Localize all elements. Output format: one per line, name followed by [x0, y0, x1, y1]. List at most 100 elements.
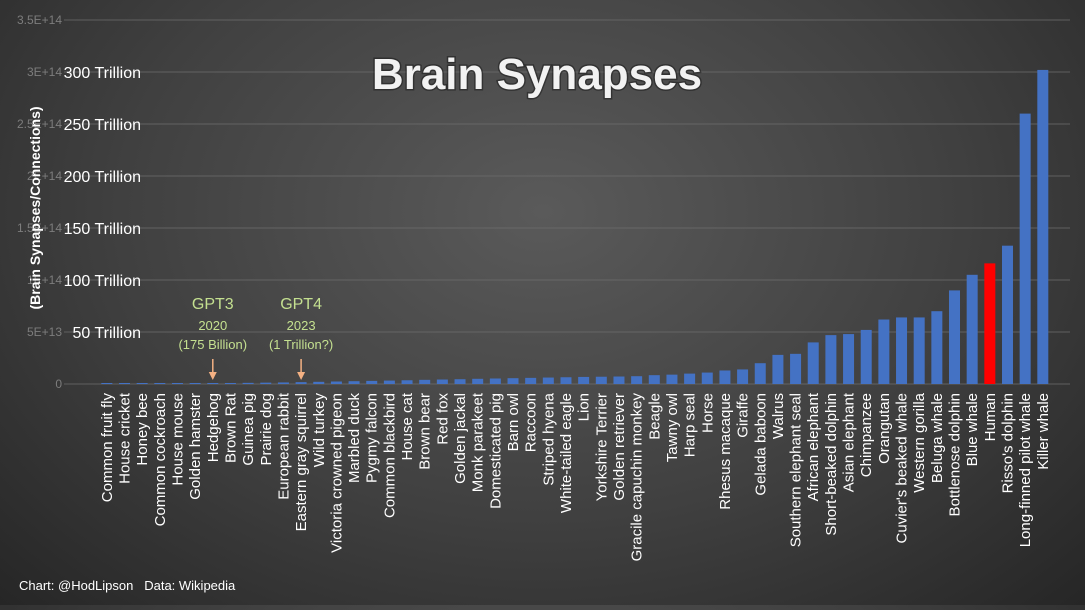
- x-tick-label: Tawny owl: [664, 393, 681, 462]
- bar: [348, 381, 360, 384]
- y-tick-faint: 5E+13: [27, 325, 62, 339]
- bar: [913, 317, 925, 384]
- x-tick-label: Rhesus macaque: [717, 393, 734, 510]
- y-tick-label: 50 Trillion: [73, 325, 141, 342]
- x-tick-label: Chimpanzee: [858, 393, 875, 477]
- y-tick-faint: 1E+14: [27, 273, 62, 287]
- x-tick-label: Honey bee: [134, 393, 151, 466]
- bar: [790, 353, 802, 384]
- x-tick-label: Beluga whale: [929, 393, 946, 483]
- chart-title: Brain Synapses: [372, 50, 702, 99]
- bar: [931, 311, 943, 384]
- x-tick-label: Common cockroach: [152, 393, 169, 526]
- bar: [701, 372, 713, 384]
- y-tick-faint: 3.5E+14: [17, 13, 62, 27]
- bar: [154, 383, 166, 384]
- x-tick-label: Victoria crowned pigeon: [328, 393, 345, 553]
- bar: [189, 383, 201, 384]
- bar: [295, 382, 307, 384]
- x-tick-label: House mouse: [169, 393, 186, 486]
- bar: [242, 382, 254, 384]
- y-axis-ticks: 50 Trillion 100 Trillion 150 Trillion 200 T…: [64, 65, 141, 342]
- x-tick-label: Lion: [576, 393, 593, 421]
- bar: [648, 375, 660, 384]
- annotation-label: GPT3: [192, 296, 234, 313]
- x-tick-label: Blue whale: [964, 393, 981, 466]
- x-tick-label: African elephant: [805, 392, 822, 501]
- bar: [136, 383, 148, 384]
- x-tick-label: Guinea pig: [240, 393, 257, 466]
- x-tick-label: Common blackbird: [381, 393, 398, 518]
- x-tick-label: Gracile capuchin monkey: [629, 393, 646, 562]
- annotation-note: (175 Billion): [178, 337, 247, 352]
- annotation-arrow-head: [208, 372, 217, 380]
- x-tick-label: Long-finned pilot whale: [1017, 393, 1034, 547]
- y-tick-faint: 1.5E+14: [17, 221, 62, 235]
- x-tick-label: Asian elephant: [841, 392, 858, 492]
- bar: [772, 354, 784, 384]
- gridlines: [64, 19, 1070, 385]
- y-tick-label: 150 Trillion: [64, 221, 141, 238]
- bar: [807, 342, 819, 384]
- bar: [984, 263, 996, 384]
- y-tick-faint: 0: [55, 377, 62, 391]
- credit-source: Data: Wikipedia: [144, 578, 236, 593]
- bar: [454, 379, 466, 384]
- y-tick-label: 250 Trillion: [64, 117, 141, 134]
- x-tick-label: Yorkshire Terrier: [593, 393, 610, 501]
- y-tick-faint: 2E+14: [27, 169, 62, 183]
- bar: [878, 319, 890, 384]
- bar: [118, 383, 130, 384]
- bars: [101, 69, 1049, 385]
- bar: [401, 380, 413, 384]
- x-tick-label: Monk parakeet: [470, 392, 487, 492]
- bar: [525, 377, 537, 384]
- bar: [1019, 113, 1031, 384]
- bar: [277, 382, 289, 384]
- bar: [949, 290, 961, 384]
- annotation-arrow-head: [297, 372, 306, 380]
- x-tick-label: Golden jackal: [452, 393, 469, 484]
- bar: [207, 383, 219, 384]
- bar: [860, 329, 872, 384]
- chart-credit: Chart: @HodLipson Data: Wikipedia: [19, 578, 235, 593]
- bar: [1001, 245, 1013, 384]
- bar: [383, 380, 395, 384]
- bar: [737, 369, 749, 384]
- bar: [472, 378, 484, 384]
- bar: [313, 381, 325, 384]
- bar: [595, 376, 607, 384]
- bar: [560, 377, 572, 384]
- bar: [684, 373, 696, 384]
- x-tick-label: House cat: [399, 392, 416, 460]
- y-tick-label: 100 Trillion: [64, 273, 141, 290]
- x-tick-label: Raccoon: [523, 393, 540, 452]
- x-tick-label: Risso's dolphin: [999, 393, 1016, 493]
- x-tick-label: Wild turkey: [311, 393, 328, 468]
- bar: [489, 378, 501, 384]
- x-tick-label: Human: [982, 393, 999, 441]
- annotation-year: 2020: [198, 318, 227, 333]
- bar: [260, 382, 272, 384]
- x-tick-label: European rabbit: [275, 392, 292, 500]
- bar: [1037, 69, 1049, 385]
- x-tick-label: Hedgehog: [205, 393, 222, 462]
- x-tick-label: Orangutan: [876, 393, 893, 464]
- bar: [825, 335, 837, 384]
- y-tick-faint: 2.5E+14: [17, 117, 62, 131]
- x-tick-label: Domesticated pig: [487, 393, 504, 509]
- x-tick-label: White-tailed eagle: [558, 393, 575, 513]
- x-tick-label: Bottlenose dolphin: [947, 393, 964, 516]
- x-tick-label: Harp seal: [682, 393, 699, 457]
- x-axis-labels: Common fruit fly House cricket Honey bee Co…: [99, 392, 1052, 561]
- annotation-label: GPT4: [280, 296, 322, 313]
- bar: [436, 379, 448, 384]
- annotation-note: (1 Trillion?): [269, 337, 333, 352]
- x-tick-label: House cricket: [116, 392, 133, 484]
- bar: [330, 381, 342, 384]
- x-tick-label: Barn owl: [505, 393, 522, 451]
- x-tick-label: Brown Rat: [222, 392, 239, 463]
- x-tick-label: Common fruit fly: [99, 393, 116, 503]
